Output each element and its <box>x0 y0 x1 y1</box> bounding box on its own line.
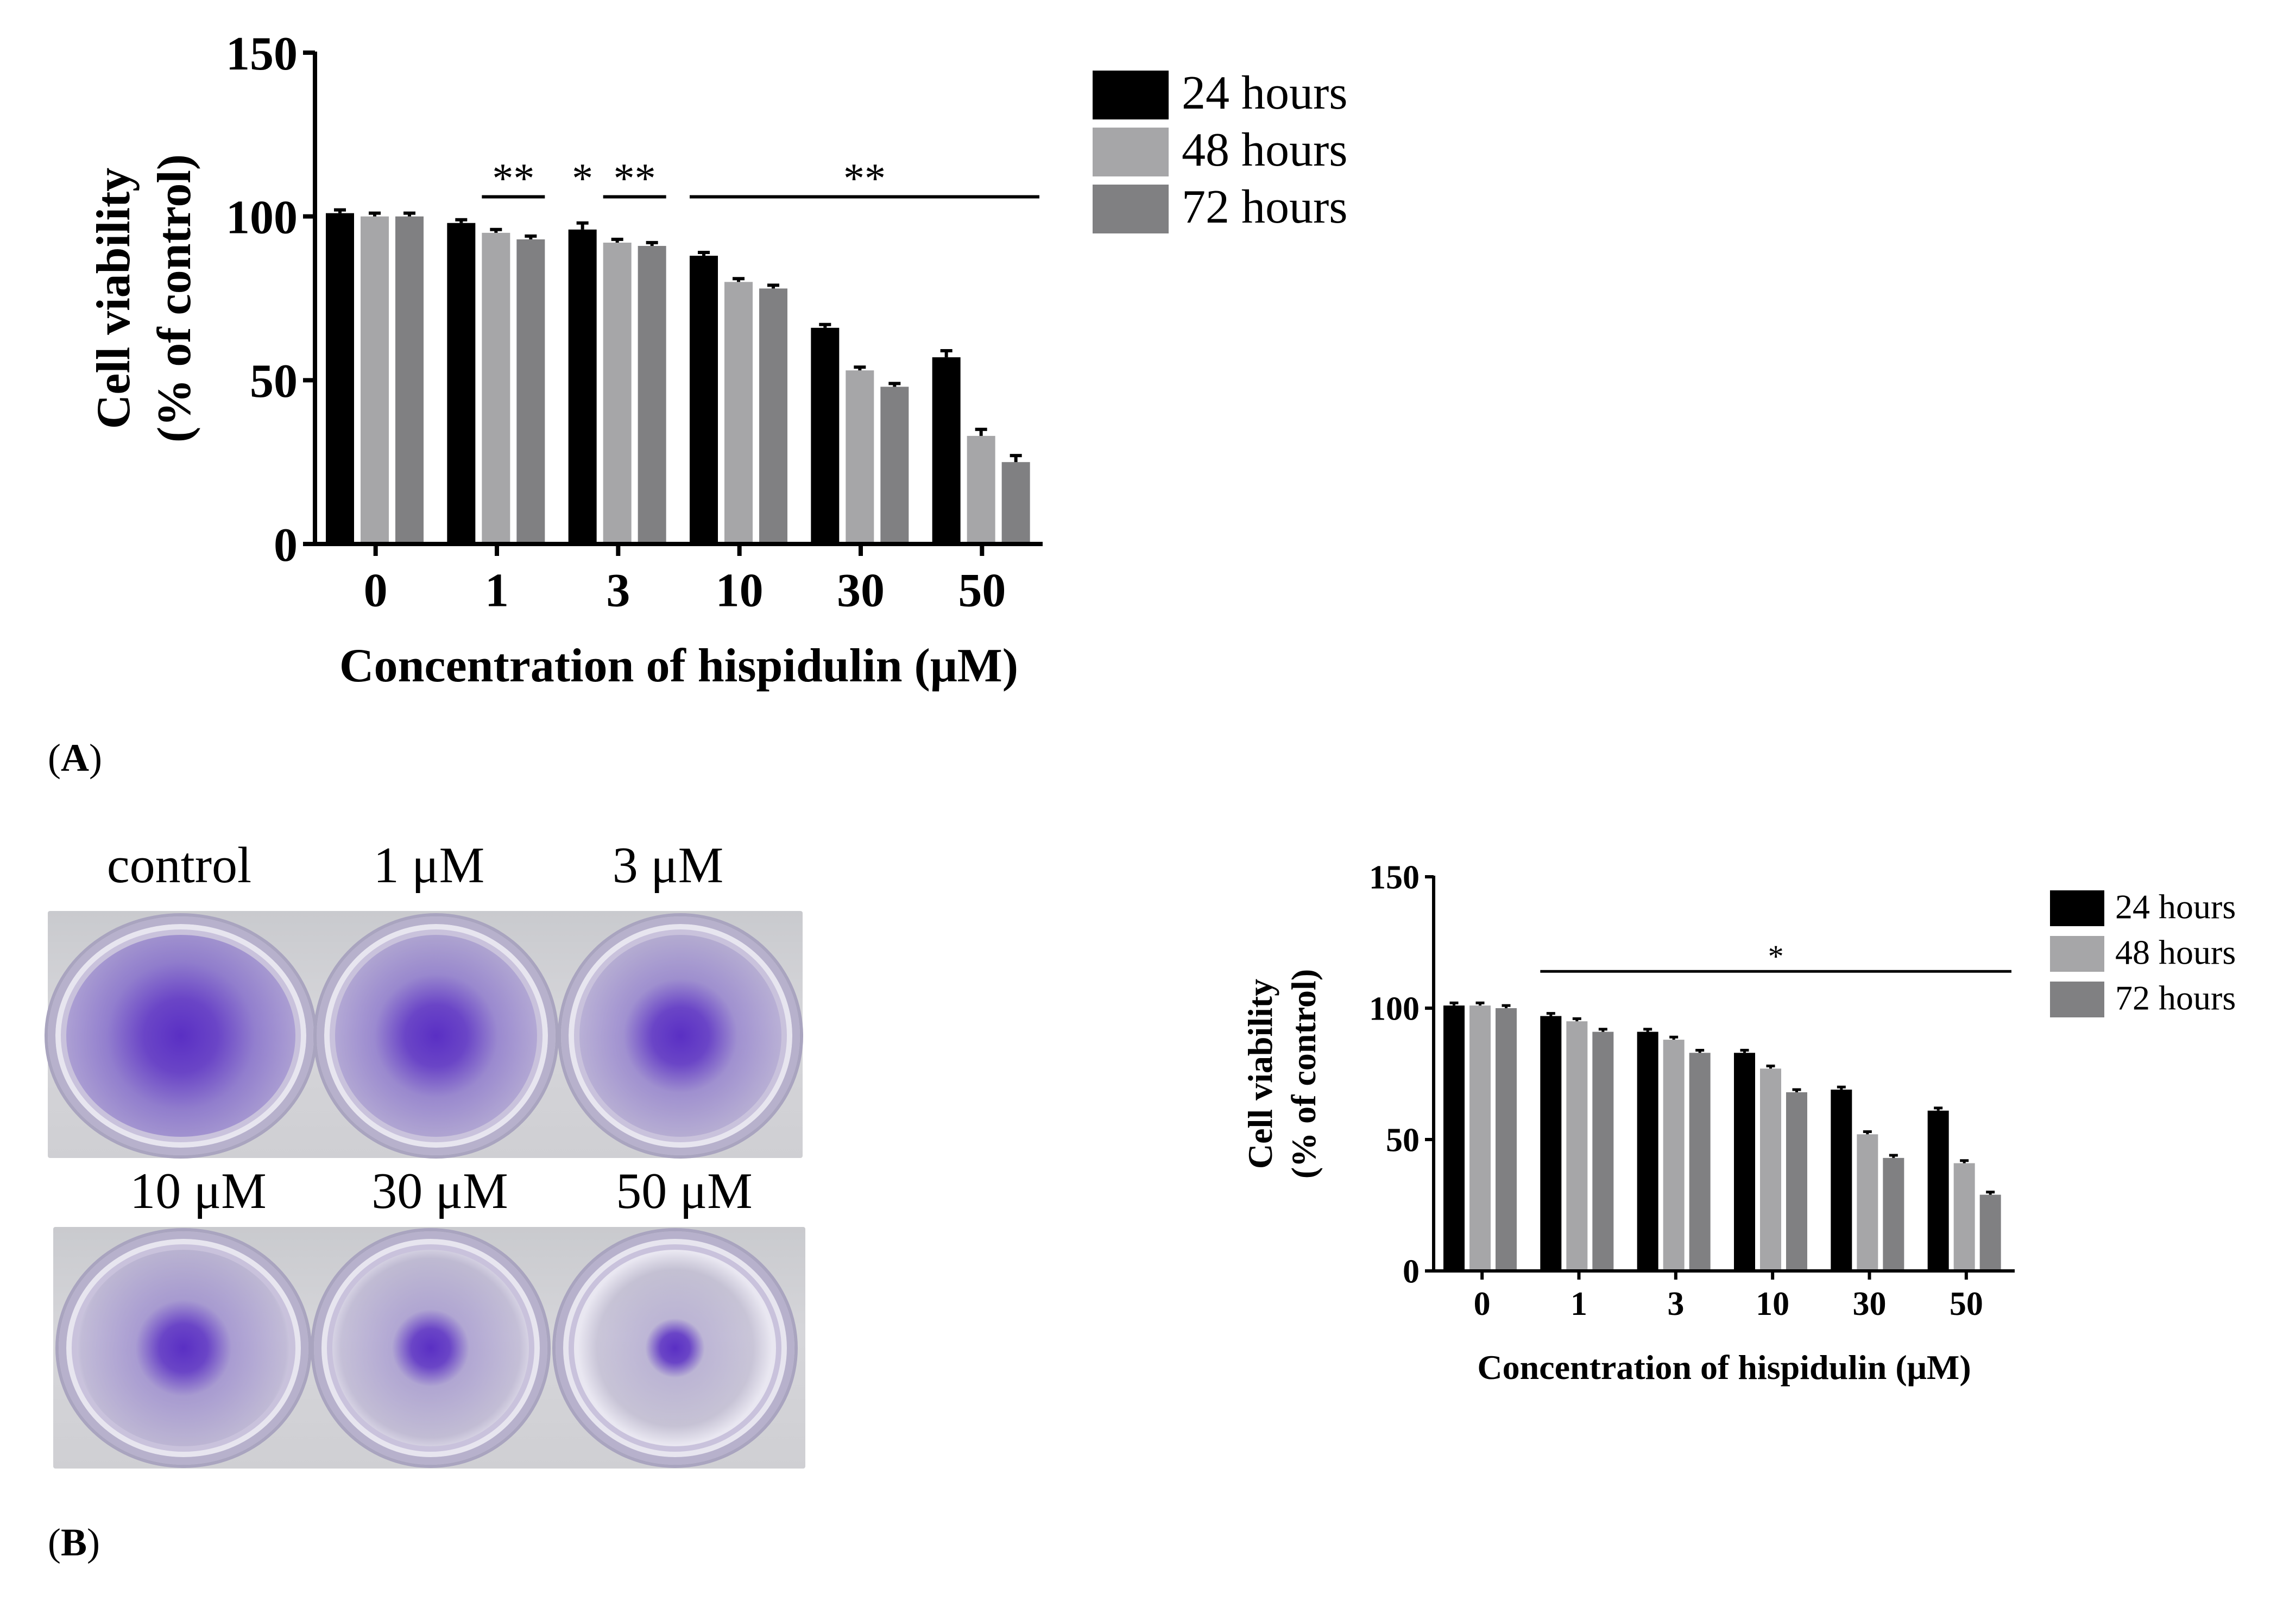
x-tick-label: 0 <box>1474 1286 1491 1322</box>
bar-a-24-hours-30 <box>811 327 840 544</box>
bar-b-48-hours-30 <box>1857 1134 1878 1271</box>
x-tick-label: 50 <box>1950 1286 1983 1322</box>
x-axis-title: Concentration of hispidulin (μM) <box>1477 1348 1971 1387</box>
x-tick-label: 3 <box>1667 1286 1684 1322</box>
y-axis-title-line2: (% of control) <box>1284 969 1323 1179</box>
y-tick-label: 100 <box>226 191 298 244</box>
chart-b: 0 50 100 150 0 1 3 10 30 50 Concentration of hispi… <box>1241 859 2236 1387</box>
bar-b-24-hours-30 <box>1831 1090 1852 1271</box>
panel-b-label: (B) <box>48 1521 100 1564</box>
well-control <box>48 916 314 1155</box>
bar-a-48-hours-50 <box>967 435 995 544</box>
bar-b-24-hours-50 <box>1927 1110 1949 1271</box>
significance-stars: * <box>1768 939 1784 974</box>
well-1um <box>317 916 556 1155</box>
bar-b-72-hours-0 <box>1496 1008 1517 1271</box>
bar-a-72-hours-3 <box>638 245 666 544</box>
x-tick-label: 50 <box>958 564 1006 617</box>
x-tick-label: 30 <box>837 564 885 617</box>
bar-a-72-hours-50 <box>1001 462 1030 544</box>
bar-b-24-hours-10 <box>1734 1053 1755 1271</box>
significance-stars: * <box>572 154 593 201</box>
y-tick-label: 100 <box>1369 991 1420 1028</box>
x-axis-title: Concentration of hispidulin (μM) <box>339 640 1018 692</box>
plate-label-10um: 10 μM <box>130 1163 267 1219</box>
y-axis-title-line1: Cell viability <box>87 168 140 429</box>
bar-b-48-hours-3 <box>1663 1040 1685 1271</box>
plate-label-control: control <box>106 837 252 894</box>
legend-swatch-72-hours <box>2050 982 2104 1017</box>
x-tick-label: 1 <box>485 564 509 617</box>
bar-a-24-hours-10 <box>690 256 718 545</box>
legend-swatch-48-hours <box>1093 128 1169 176</box>
well-10um <box>59 1231 308 1465</box>
legend-label-24-hours: 24 hours <box>1182 67 1348 119</box>
bar-a-72-hours-30 <box>880 387 909 544</box>
y-axis-title-line1: Cell viability <box>1241 979 1279 1169</box>
y-tick-label: 0 <box>1403 1254 1420 1290</box>
bar-b-24-hours-0 <box>1443 1005 1465 1271</box>
legend-label-24-hours: 24 hours <box>2115 887 2236 926</box>
bar-b-48-hours-0 <box>1469 1005 1491 1271</box>
plate-label-3um: 3 μM <box>612 837 724 894</box>
x-tick-label: 0 <box>364 564 388 617</box>
y-tick-label: 150 <box>226 28 298 80</box>
bar-b-48-hours-10 <box>1760 1068 1781 1271</box>
bar-a-48-hours-3 <box>603 242 632 544</box>
bar-b-24-hours-1 <box>1540 1016 1562 1271</box>
bar-b-72-hours-50 <box>1979 1194 2001 1271</box>
panel-a-label: (A) <box>48 736 102 780</box>
y-tick-label: 150 <box>1369 859 1420 896</box>
well-30um <box>314 1231 547 1465</box>
plate-label-50um: 50 μM <box>616 1163 753 1219</box>
x-tick-label: 10 <box>716 564 764 617</box>
significance-stars: ** <box>614 154 656 201</box>
legend-label-72-hours: 72 hours <box>1182 181 1348 233</box>
plate-label-30um: 30 μM <box>371 1163 508 1219</box>
bar-b-72-hours-10 <box>1786 1092 1807 1271</box>
x-tick-label: 10 <box>1756 1286 1789 1322</box>
plate-photo: control 1 μM 3 μM 10 μM 30 μM 50 μM <box>0 825 815 1477</box>
bar-b-72-hours-1 <box>1592 1032 1614 1271</box>
chart-a: 0 50 100 150 0 1 3 10 30 50 Concentration of hispi… <box>87 28 1348 692</box>
plate-tray-top <box>48 911 803 1158</box>
plate-tray-bottom <box>53 1227 805 1469</box>
bar-b-48-hours-50 <box>1953 1163 1975 1271</box>
bar-a-48-hours-30 <box>846 370 874 544</box>
legend-swatch-24-hours <box>2050 890 2104 926</box>
legend-label-72-hours: 72 hours <box>2115 978 2236 1017</box>
bar-a-24-hours-1 <box>447 223 476 544</box>
x-tick-label: 30 <box>1853 1286 1887 1322</box>
bar-a-24-hours-0 <box>326 213 354 545</box>
x-tick-label: 3 <box>606 564 630 617</box>
bar-a-72-hours-10 <box>759 288 787 544</box>
bar-a-72-hours-0 <box>395 216 424 545</box>
plate-label-1um: 1 μM <box>373 837 485 894</box>
bar-a-24-hours-50 <box>932 357 961 544</box>
y-axis-title-line2: (% of control) <box>148 154 201 442</box>
y-tick-label: 0 <box>274 519 298 572</box>
bar-b-48-hours-1 <box>1566 1021 1588 1271</box>
x-tick-label: 1 <box>1570 1286 1587 1322</box>
well-3um <box>561 916 800 1155</box>
bar-a-48-hours-0 <box>361 216 389 545</box>
bar-a-72-hours-1 <box>516 239 545 544</box>
legend-label-48-hours: 48 hours <box>2115 933 2236 971</box>
legend-label-48-hours: 48 hours <box>1182 124 1348 176</box>
legend-swatch-48-hours <box>2050 936 2104 972</box>
significance-stars: ** <box>492 154 534 201</box>
bar-a-24-hours-3 <box>568 229 597 544</box>
bar-b-72-hours-30 <box>1883 1157 1904 1271</box>
y-tick-label: 50 <box>1386 1122 1420 1159</box>
bar-a-48-hours-1 <box>482 232 510 544</box>
y-tick-label: 50 <box>250 355 298 408</box>
legend-swatch-24-hours <box>1093 71 1169 119</box>
well-50um <box>556 1231 794 1465</box>
bar-a-48-hours-10 <box>724 282 753 544</box>
bar-b-72-hours-3 <box>1689 1053 1711 1271</box>
legend-swatch-72-hours <box>1093 185 1169 233</box>
bar-b-24-hours-3 <box>1637 1032 1658 1271</box>
significance-stars: ** <box>843 154 886 201</box>
